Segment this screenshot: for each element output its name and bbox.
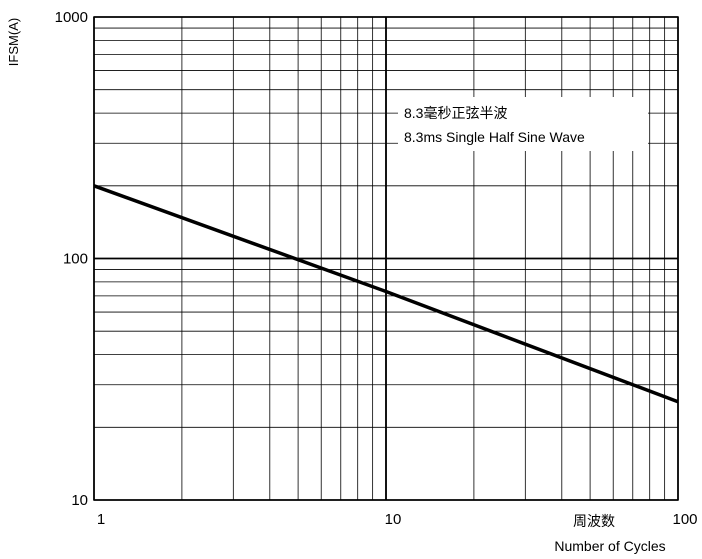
y-tick-label: 10 <box>71 492 88 509</box>
y-tick-labels: 10 100 1000 <box>55 9 88 509</box>
x-tick-label: 1 <box>97 511 105 528</box>
y-axis-label: IFSM(A) <box>6 18 21 66</box>
grid-lines <box>93 16 679 501</box>
annotation-line-1: 8.3毫秒正弦半波 <box>404 105 507 121</box>
annotation-box: 8.3毫秒正弦半波 8.3ms Single Half Sine Wave <box>398 97 648 151</box>
x-axis-label-chinese: 周波数 <box>573 513 615 529</box>
series-line <box>93 184 679 404</box>
x-axis-label: Number of Cycles <box>554 538 665 554</box>
annotation-line-2: 8.3ms Single Half Sine Wave <box>404 129 585 145</box>
x-tick-label: 10 <box>385 511 402 528</box>
annotation-background <box>398 97 648 151</box>
series-group <box>93 184 679 404</box>
y-tick-label: 100 <box>63 251 88 268</box>
plot-area-border <box>93 16 679 501</box>
x-tick-label: 100 <box>672 511 697 528</box>
y-tick-label: 1000 <box>55 9 88 26</box>
x-tick-labels: 1 10 100 <box>97 511 698 528</box>
